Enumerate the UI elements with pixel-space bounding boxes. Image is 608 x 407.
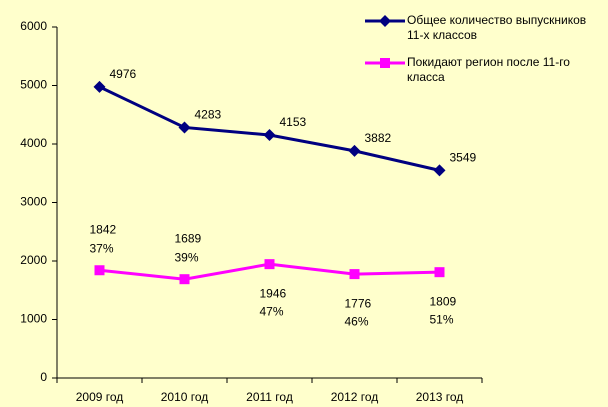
data-label: 4976 [110,67,137,81]
marker [348,144,361,157]
marker [434,267,445,278]
percent-label: 46% [345,314,369,328]
marker [263,129,276,142]
marker [179,274,190,285]
marker [264,259,275,270]
y-tick-label: 6000 [20,19,47,33]
marker [178,121,191,134]
percent-label: 47% [260,304,284,318]
percent-label: 39% [175,250,199,264]
data-label: 1809 [430,294,457,308]
x-tick-label: 2012 год [331,390,379,404]
legend-label: Покидают регион после 11-го класса [407,55,570,84]
percent-label: 51% [430,312,454,326]
data-label: 4283 [195,108,222,122]
x-tick-label: 2013 год [416,390,464,404]
marker [380,58,390,68]
x-tick-label: 2011 год [246,390,293,404]
marker [433,164,446,177]
y-tick-label: 4000 [20,136,47,150]
y-tick-label: 1000 [20,312,47,326]
y-tick-label: 3000 [20,195,47,209]
percent-label: 37% [90,241,114,255]
data-label: 1946 [260,286,287,300]
data-label: 1689 [175,231,202,245]
data-label: 3882 [365,131,392,145]
data-label: 1776 [345,296,372,310]
y-tick-label: 5000 [20,78,47,92]
data-label: 4153 [280,115,307,129]
legend-label: Общее количество выпускников 11-х классо… [407,13,587,42]
y-tick-label: 0 [40,370,47,384]
y-tick-label: 2000 [20,253,47,267]
marker [349,269,360,280]
data-label: 3549 [450,151,477,165]
x-tick-label: 2010 год [161,390,209,404]
marker [379,15,391,27]
marker [93,80,106,93]
x-tick-label: 2009 год [76,390,124,404]
data-label: 1842 [90,222,117,236]
series-line [98,85,440,172]
marker [94,265,105,276]
